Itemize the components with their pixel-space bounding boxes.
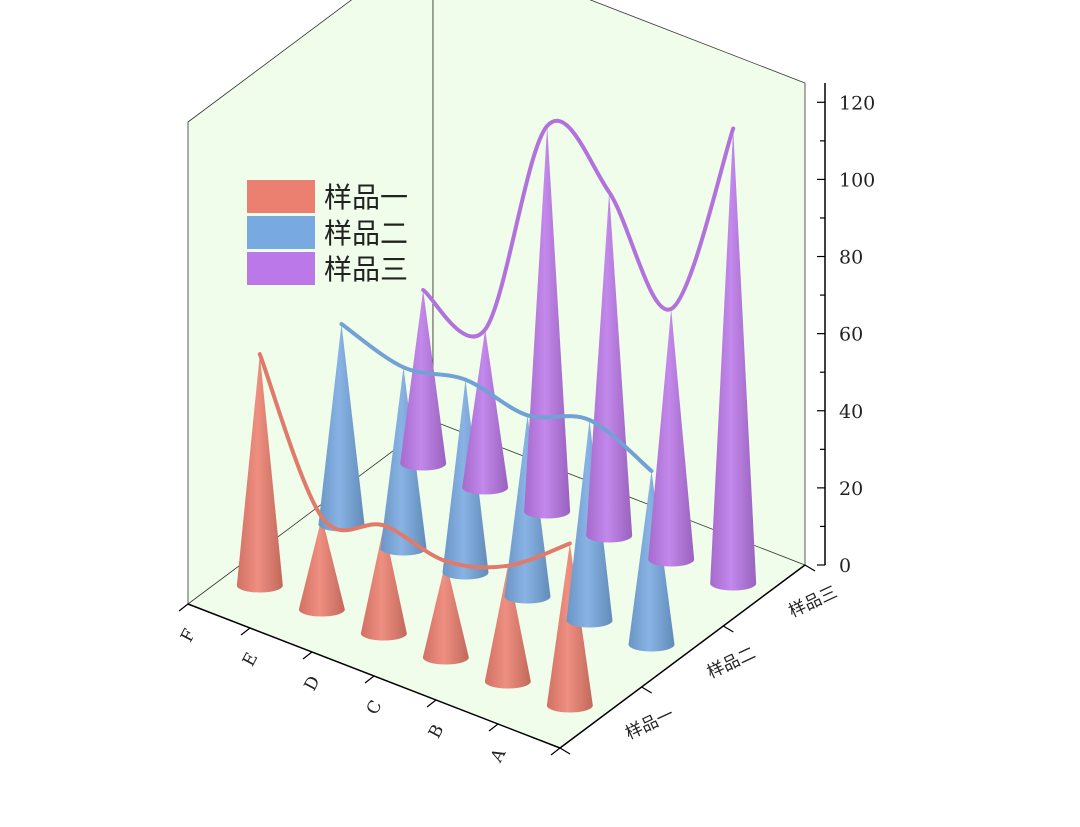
category-label: D [301, 673, 325, 694]
category-tick [426, 699, 437, 708]
series-tick [641, 686, 652, 694]
legend-item: 样品一 [247, 180, 408, 214]
category-label: F [177, 626, 200, 646]
value-tick-label: 60 [839, 324, 863, 346]
series-axis-line [559, 564, 806, 749]
category-tick [488, 723, 499, 732]
series-axis-label: 样品一 [622, 704, 677, 744]
cone-mark [236, 354, 283, 593]
series-axis-label: 样品三 [786, 582, 841, 622]
value-tick-label: 80 [839, 247, 863, 269]
legend-label: 样品二 [324, 217, 408, 250]
category-label: A [486, 745, 510, 767]
cone-mark [710, 128, 757, 591]
cone-mark [462, 329, 509, 495]
legend-swatch [247, 252, 315, 285]
chart-marks [236, 125, 757, 713]
legend-swatch [247, 180, 315, 213]
series-tick [723, 625, 734, 633]
category-tick [550, 747, 561, 756]
category-label: B [425, 721, 449, 741]
legend-item: 样品三 [247, 252, 408, 286]
category-tick [364, 675, 375, 684]
category-label: C [363, 697, 387, 718]
category-tick [302, 651, 313, 660]
value-tick-label: 120 [839, 92, 875, 114]
cone-mark [360, 525, 407, 641]
legend-label: 样品一 [324, 181, 408, 214]
cone-mark [298, 516, 345, 617]
category-label: E [239, 649, 262, 669]
cone-mark [586, 192, 633, 543]
cone-mark [422, 561, 469, 665]
series-curve [421, 118, 736, 339]
series-curve [339, 322, 654, 473]
cone-mark [400, 289, 447, 471]
value-tick-label: 20 [839, 478, 863, 500]
cone-mark [648, 308, 695, 567]
value-tick-label: 0 [839, 555, 851, 577]
series-curve [257, 352, 572, 570]
category-tick [178, 603, 189, 612]
value-tick-label: 100 [839, 169, 875, 191]
value-tick-label: 40 [839, 401, 863, 423]
series-curves [257, 118, 736, 570]
category-tick [240, 627, 251, 636]
cone-mark [484, 565, 531, 689]
cone-mark [524, 125, 571, 519]
legend-swatch [247, 216, 315, 249]
cone-mark [318, 323, 365, 532]
series-tick [559, 747, 571, 755]
series-axis-label: 样品二 [704, 643, 759, 683]
series-tick [804, 564, 816, 572]
legend-label: 样品三 [324, 253, 408, 286]
cone-mark [546, 543, 593, 713]
legend-item: 样品二 [247, 216, 408, 250]
